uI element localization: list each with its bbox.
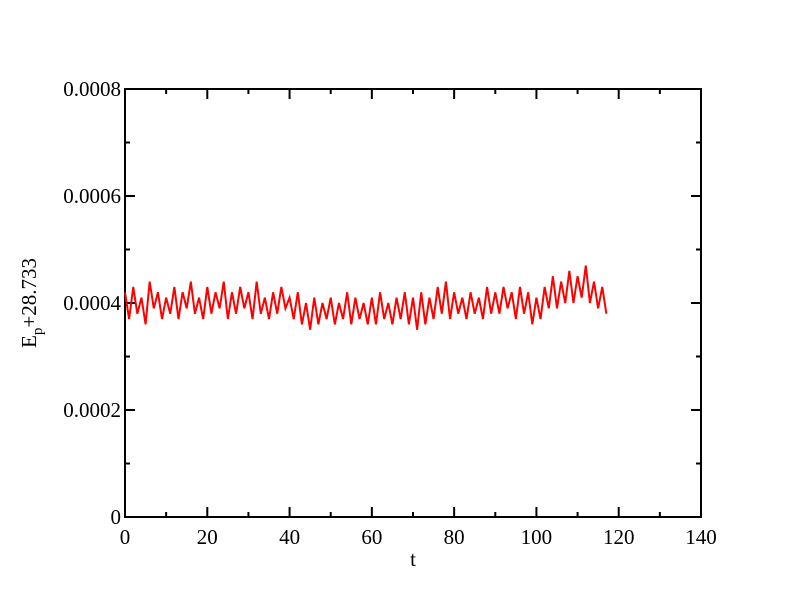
x-tick-label: 60 [361,525,382,549]
y-tick-label: 0.0008 [63,77,121,101]
y-tick-label: 0.0002 [63,398,121,422]
y-tick-label: 0.0006 [63,184,121,208]
x-tick-label: 40 [279,525,300,549]
x-axis-label: t [410,547,416,571]
x-tick-label: 100 [521,525,553,549]
y-tick-label: 0.0004 [63,291,121,315]
y-label-subscript: p [30,328,46,336]
y-axis-label: Ep+28.733 [17,258,46,348]
x-tick-label: 20 [197,525,218,549]
x-tick-label: 140 [685,525,717,549]
y-tick-label: 0 [111,505,122,529]
y-label-base: E [17,335,41,348]
x-tick-label: 120 [603,525,635,549]
data-line [124,265,608,330]
y-label-suffix: +28.733 [17,258,41,328]
x-tick-label: 0 [120,525,131,549]
x-tick-label: 80 [444,525,465,549]
